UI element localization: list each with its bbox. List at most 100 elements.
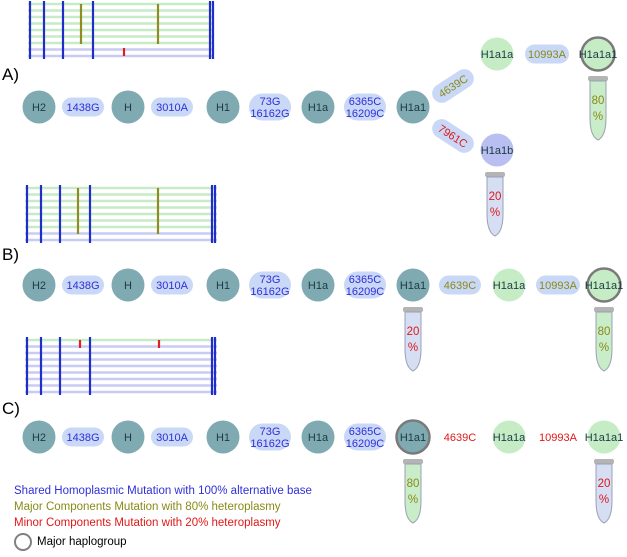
node-label: H1a1a — [493, 432, 526, 444]
mutation-pill: 7961C — [432, 119, 474, 153]
legend-shared-text: Shared Homoplasmic Mutation with 100% al… — [14, 485, 312, 497]
tube-body — [404, 463, 422, 524]
tube-body — [595, 311, 613, 372]
haplogroup-node: H1a1a — [492, 420, 526, 454]
haplogroup-node: H1a1a — [492, 268, 526, 302]
node-label: H1a1a1 — [579, 49, 618, 61]
legend-major: Major Components Mutation with 80% heter… — [14, 500, 281, 514]
node-circle — [301, 420, 335, 454]
node-label: H1a1b — [481, 145, 513, 157]
major-haplogroup-node-circle — [395, 419, 431, 455]
haplogroup-node: H — [111, 268, 145, 302]
node-label: H1a1 — [400, 280, 426, 292]
major-haplogroup-node-circle — [586, 267, 622, 303]
node-circle — [111, 268, 145, 302]
mutation-label: 6365C 16209C — [346, 96, 385, 120]
tube-cap — [588, 76, 608, 81]
mutation-pill-bg — [249, 423, 291, 451]
tube-cap — [485, 172, 505, 177]
node-label: H1a1a1 — [585, 432, 624, 444]
mutation-label: 3010A — [156, 432, 188, 444]
mutation-label: 6365C 16209C — [346, 274, 385, 298]
tube-percent: 20 — [407, 326, 420, 338]
tube-cap — [594, 459, 614, 464]
node-label: H2 — [32, 102, 46, 114]
haplogroup-node: H2 — [22, 268, 56, 302]
tube-percent: 20 — [489, 191, 502, 203]
node-circle — [206, 420, 240, 454]
haplogroup-node: H1 — [206, 268, 240, 302]
panel-c-letter: C) — [2, 399, 20, 418]
mutation-pill-bg — [151, 427, 193, 447]
haplogroup-node: H1a — [301, 420, 335, 454]
mutation-pill: 3010A — [151, 97, 193, 117]
node-label: H1a1a — [493, 280, 526, 292]
tube-icon: 80% — [594, 307, 614, 372]
tube-body — [486, 176, 504, 237]
mutation-label: 4639C — [444, 280, 476, 292]
mutation-pill: 1438G — [62, 427, 104, 447]
haplogroup-node: H1a1 — [396, 268, 430, 302]
haplogroup-node: H2 — [22, 420, 56, 454]
node-label: H1 — [216, 432, 230, 444]
mutation-pill-bg — [62, 275, 104, 295]
legend-haplogroup-text: Major haplogroup — [37, 536, 127, 548]
mutation-pill: 1438G — [62, 275, 104, 295]
tube-percent-sign: % — [599, 494, 609, 506]
haplogroup-node: H1a1 — [396, 90, 430, 124]
legend-minor-text: Minor Components Mutation with 20% heter… — [14, 517, 281, 529]
tube-percent: 20 — [598, 478, 611, 490]
mutation-pill-bg — [432, 69, 474, 103]
mutation-pill: 4639C — [439, 275, 481, 295]
node-circle — [492, 420, 526, 454]
alignment-block-a — [28, 1, 215, 59]
mutation-label: 1438G — [66, 102, 99, 114]
haplogroup-node: H1a1a1 — [585, 267, 623, 303]
node-circle — [206, 90, 240, 124]
mutation-label: 1438G — [66, 280, 99, 292]
tube-percent-sign: % — [593, 111, 603, 123]
node-circle — [587, 420, 621, 454]
node-circle — [111, 420, 145, 454]
mutation-pill-bg — [151, 97, 193, 117]
node-circle — [22, 90, 56, 124]
mutation-pill-bg — [62, 97, 104, 117]
tube-icon: 80% — [588, 76, 608, 141]
node-label: H — [124, 280, 132, 292]
mutation-label: 73G 16162G — [250, 274, 289, 298]
major-haplogroup-node-circle — [580, 36, 616, 72]
node-circle — [22, 268, 56, 302]
node-label: H1a1 — [400, 432, 426, 444]
legend-major-text: Major Components Mutation with 80% heter… — [14, 501, 281, 513]
mutation-pill: 6365C 16209C — [344, 271, 386, 299]
mutation-pill-bg — [432, 119, 474, 153]
legend-minor: Minor Components Mutation with 20% heter… — [14, 516, 281, 530]
node-circle — [301, 90, 335, 124]
mutation-pill: 10993A — [536, 275, 580, 295]
haplogroup-node: H1a1a — [480, 37, 514, 71]
mutation-pill-bg — [439, 275, 481, 295]
mutation-label: 73G 16162G — [250, 426, 289, 450]
haplogroup-node: H1 — [206, 90, 240, 124]
mutation-label: 3010A — [156, 280, 188, 292]
node-label: H2 — [32, 280, 46, 292]
mutation-pill: 3010A — [151, 427, 193, 447]
alignment-block-c — [25, 337, 217, 395]
major-haplogroup-circle-icon — [14, 533, 32, 551]
tube-icon: 20% — [594, 459, 614, 524]
node-circle — [22, 420, 56, 454]
haplogroup-node: H1 — [206, 420, 240, 454]
haplogroup-node: H — [111, 420, 145, 454]
haplogroup-node: H2 — [22, 90, 56, 124]
node-label: H1a1 — [400, 102, 426, 114]
haplogroup-node: H1a1a1 — [585, 420, 624, 454]
mutation-label: 10993A — [528, 49, 567, 61]
tube-cap — [594, 307, 614, 312]
mutation-pill: 6365C 16209C — [344, 423, 386, 451]
tube-body — [589, 80, 607, 141]
mutation-pill-bg — [344, 423, 386, 451]
node-label: H1a — [308, 432, 329, 444]
tube-percent-sign: % — [490, 207, 500, 219]
tube-percent: 80 — [592, 95, 605, 107]
tube-cap — [403, 307, 423, 312]
